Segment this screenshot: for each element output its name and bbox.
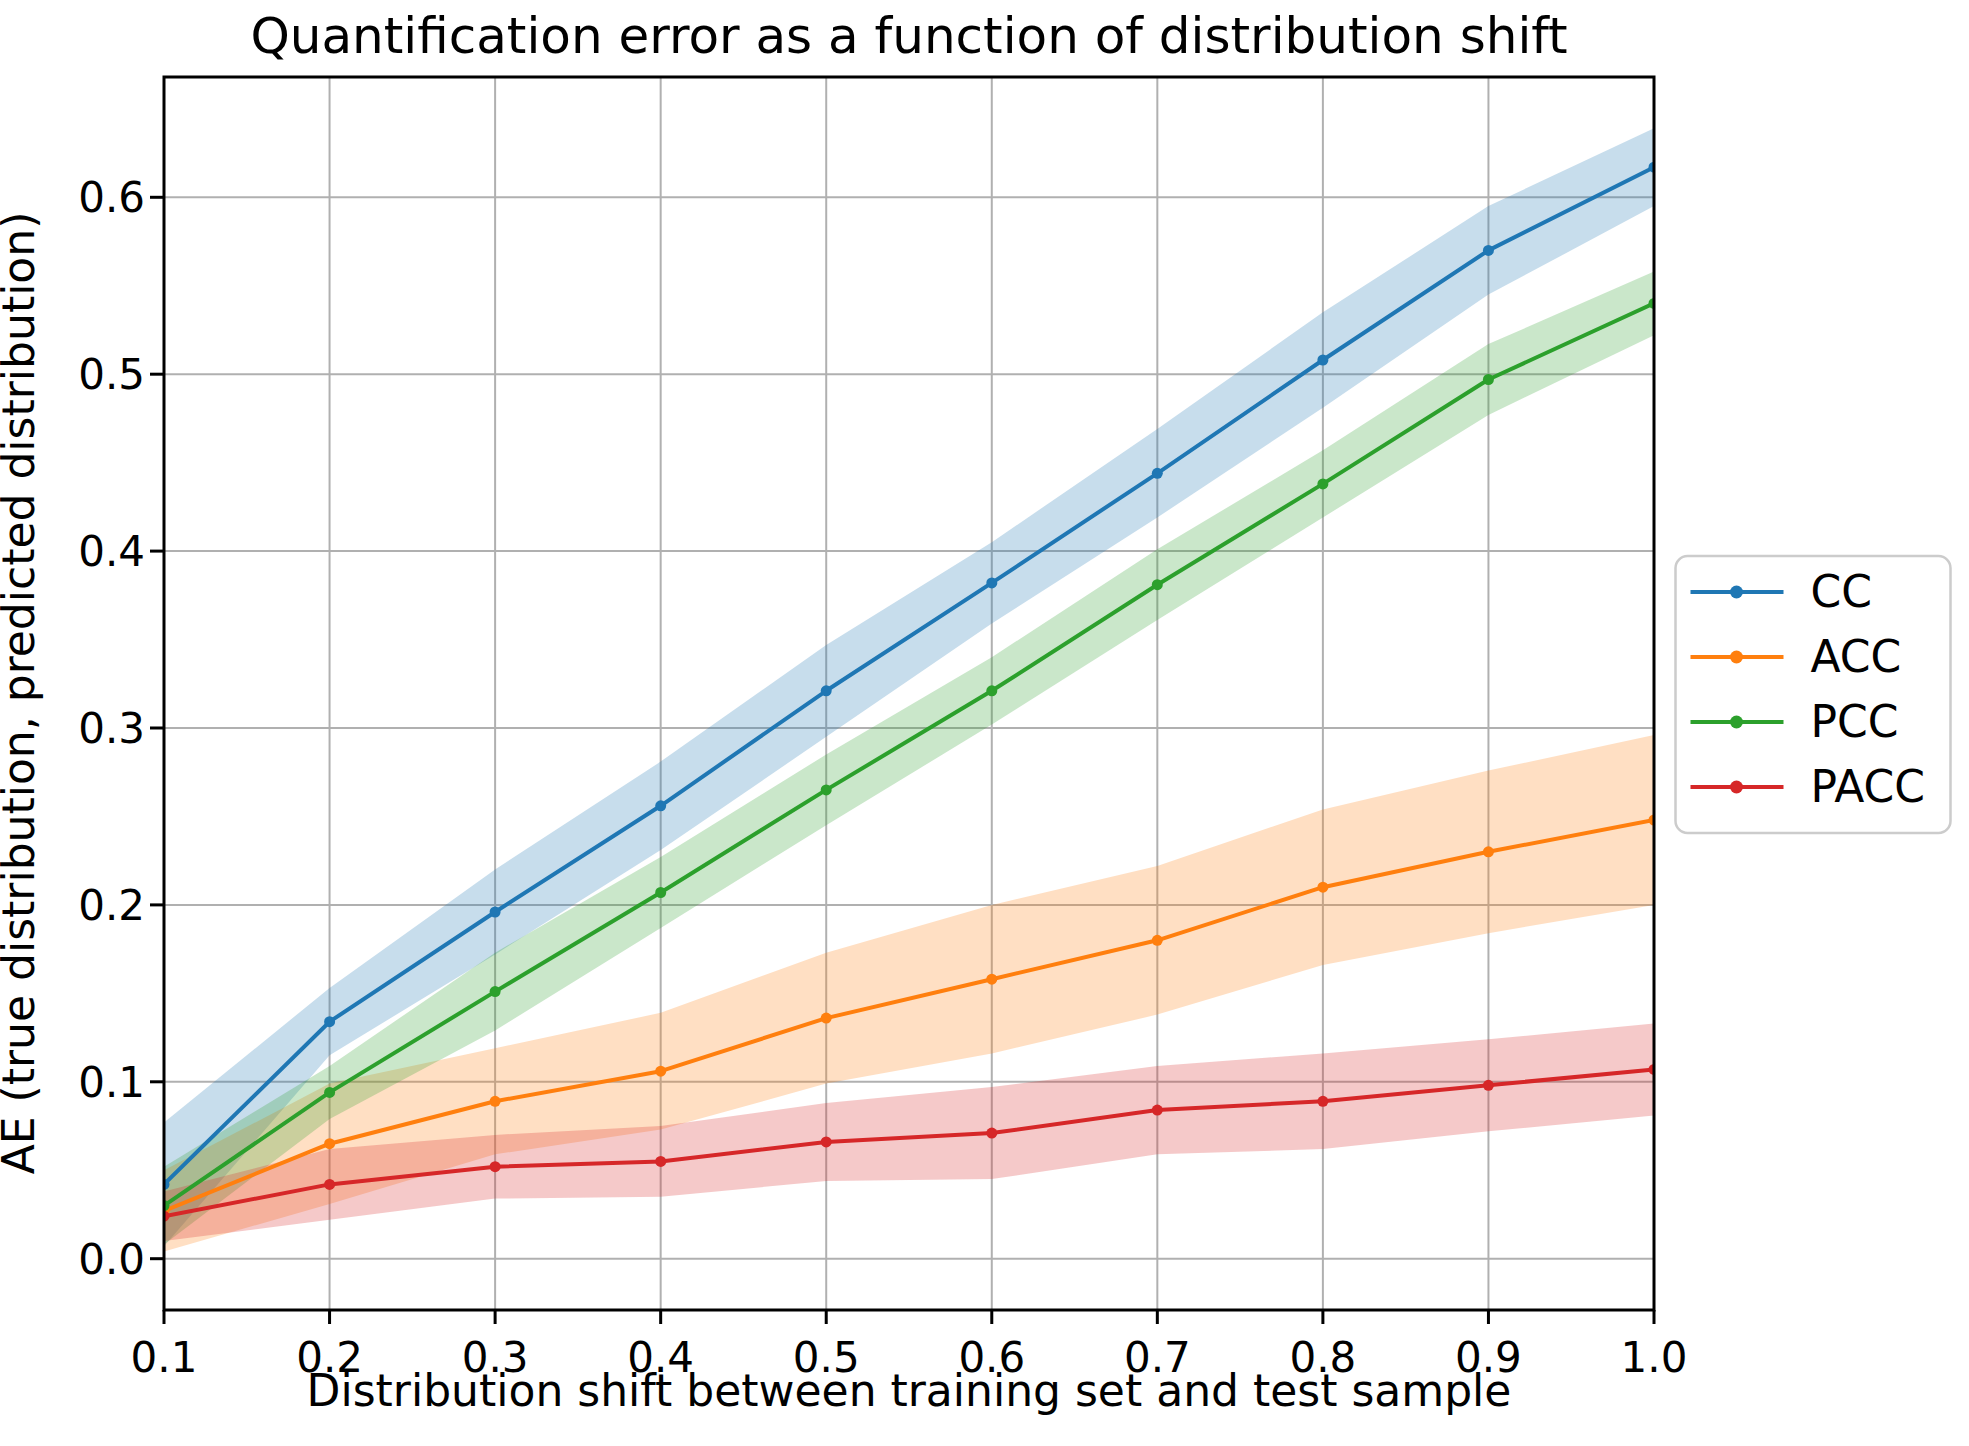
marker-ACC	[1483, 846, 1494, 857]
y-tick-label: 0.2	[78, 881, 145, 930]
marker-CC	[1317, 355, 1328, 366]
x-tick-label: 1.0	[1621, 1333, 1688, 1382]
marker-PACC	[490, 1161, 501, 1172]
marker-PACC	[1317, 1096, 1328, 1107]
marker-PCC	[1317, 478, 1328, 489]
marker-PCC	[986, 685, 997, 696]
marker-ACC	[490, 1096, 501, 1107]
x-axis-label: Distribution shift between training set …	[307, 1365, 1512, 1416]
marker-PACC	[324, 1179, 335, 1190]
marker-ACC	[655, 1066, 666, 1077]
marker-PACC	[1152, 1105, 1163, 1116]
marker-PCC	[1483, 374, 1494, 385]
marker-CC	[324, 1016, 335, 1027]
legend-marker-CC	[1730, 586, 1743, 599]
marker-ACC	[1152, 935, 1163, 946]
y-tick-label: 0.0	[78, 1235, 145, 1284]
marker-CC	[1152, 468, 1163, 479]
legend-marker-PCC	[1730, 716, 1743, 729]
marker-CC	[1483, 245, 1494, 256]
legend-label-CC: CC	[1811, 566, 1872, 617]
marker-CC	[490, 907, 501, 918]
marker-PCC	[324, 1087, 335, 1098]
marker-PACC	[655, 1156, 666, 1167]
y-tick-label: 0.5	[78, 350, 145, 399]
marker-PCC	[655, 887, 666, 898]
marker-PACC	[986, 1128, 997, 1139]
y-tick-label: 0.4	[78, 527, 145, 576]
marker-CC	[821, 685, 832, 696]
marker-ACC	[324, 1138, 335, 1149]
y-tick-label: 0.6	[78, 173, 145, 222]
chart-title: Quantification error as a function of di…	[250, 7, 1567, 65]
legend-marker-PACC	[1730, 781, 1743, 794]
x-tick-label: 0.1	[131, 1333, 198, 1382]
marker-CC	[655, 800, 666, 811]
marker-PACC	[821, 1136, 832, 1147]
chart-canvas: 0.10.20.30.40.50.60.70.80.91.0 0.00.10.2…	[0, 0, 1969, 1446]
y-tick-label: 0.1	[78, 1058, 145, 1107]
marker-PACC	[1483, 1080, 1494, 1091]
legend-marker-ACC	[1730, 651, 1743, 664]
y-axis-label: AE (true distribution, predicted distrib…	[0, 212, 44, 1175]
legend-label-PACC: PACC	[1811, 761, 1926, 812]
legend-label-ACC: ACC	[1811, 631, 1902, 682]
marker-CC	[986, 577, 997, 588]
marker-PCC	[1152, 579, 1163, 590]
marker-ACC	[986, 974, 997, 985]
marker-PCC	[821, 784, 832, 795]
legend-label-PCC: PCC	[1811, 696, 1899, 747]
legend: CC ACC PCC PACC	[1676, 556, 1951, 833]
marker-ACC	[1317, 882, 1328, 893]
marker-ACC	[821, 1013, 832, 1024]
marker-PCC	[490, 986, 501, 997]
figure: 0.10.20.30.40.50.60.70.80.91.0 0.00.10.2…	[0, 0, 1969, 1446]
y-tick-label: 0.3	[78, 704, 145, 753]
